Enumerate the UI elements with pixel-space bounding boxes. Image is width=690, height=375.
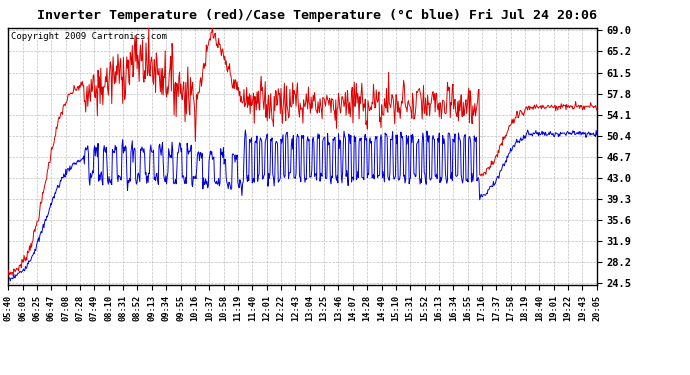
Text: Inverter Temperature (red)/Case Temperature (°C blue) Fri Jul 24 20:06: Inverter Temperature (red)/Case Temperat… xyxy=(37,9,598,22)
Text: Copyright 2009 Cartronics.com: Copyright 2009 Cartronics.com xyxy=(11,32,167,41)
